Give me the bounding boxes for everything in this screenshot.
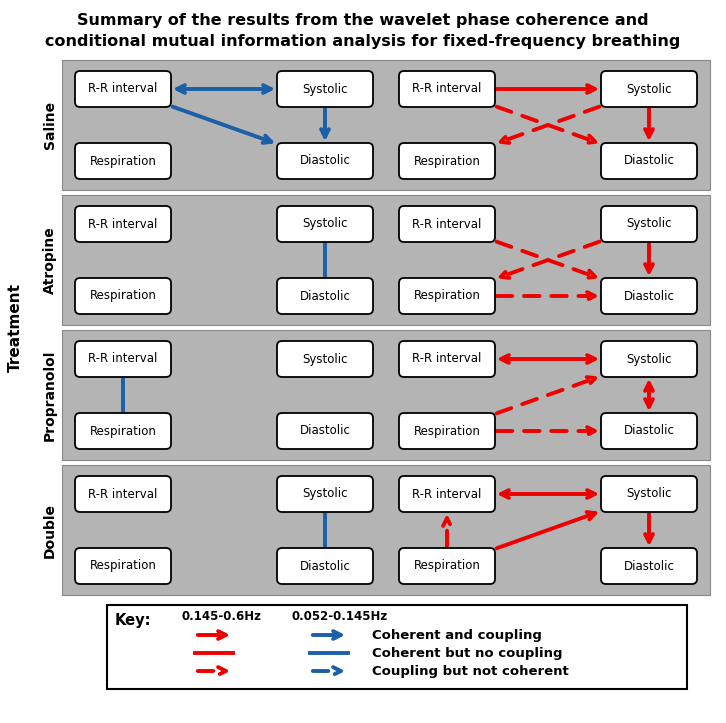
FancyBboxPatch shape — [62, 465, 710, 595]
FancyBboxPatch shape — [601, 278, 697, 314]
Text: R-R interval: R-R interval — [89, 353, 158, 366]
FancyBboxPatch shape — [62, 195, 710, 325]
FancyBboxPatch shape — [399, 341, 495, 377]
FancyBboxPatch shape — [399, 548, 495, 584]
Text: Respiration: Respiration — [89, 155, 156, 168]
Text: Systolic: Systolic — [627, 218, 672, 231]
Text: Systolic: Systolic — [302, 218, 348, 231]
FancyBboxPatch shape — [399, 278, 495, 314]
FancyBboxPatch shape — [601, 206, 697, 242]
Text: Systolic: Systolic — [627, 353, 672, 366]
FancyBboxPatch shape — [75, 278, 171, 314]
Text: Respiration: Respiration — [89, 424, 156, 437]
Text: Key:: Key: — [115, 613, 152, 628]
FancyBboxPatch shape — [601, 476, 697, 512]
Text: R-R interval: R-R interval — [412, 218, 481, 231]
Text: Diastolic: Diastolic — [624, 560, 674, 573]
FancyBboxPatch shape — [399, 71, 495, 107]
FancyBboxPatch shape — [75, 341, 171, 377]
Text: R-R interval: R-R interval — [412, 82, 481, 95]
Text: Systolic: Systolic — [627, 82, 672, 95]
FancyBboxPatch shape — [399, 476, 495, 512]
Text: Respiration: Respiration — [89, 289, 156, 302]
FancyBboxPatch shape — [62, 60, 710, 190]
FancyBboxPatch shape — [75, 71, 171, 107]
FancyBboxPatch shape — [75, 548, 171, 584]
Text: R-R interval: R-R interval — [412, 487, 481, 500]
FancyBboxPatch shape — [277, 71, 373, 107]
FancyBboxPatch shape — [277, 413, 373, 449]
Text: Systolic: Systolic — [302, 353, 348, 366]
FancyBboxPatch shape — [277, 206, 373, 242]
FancyBboxPatch shape — [75, 206, 171, 242]
Text: Double: Double — [43, 502, 57, 557]
Text: Systolic: Systolic — [302, 487, 348, 500]
Text: Respiration: Respiration — [414, 289, 481, 302]
FancyBboxPatch shape — [277, 548, 373, 584]
Text: R-R interval: R-R interval — [89, 487, 158, 500]
FancyBboxPatch shape — [277, 143, 373, 179]
Text: Summary of the results from the wavelet phase coherence and: Summary of the results from the wavelet … — [77, 13, 649, 28]
Text: Diastolic: Diastolic — [300, 560, 351, 573]
Text: Respiration: Respiration — [414, 424, 481, 437]
FancyBboxPatch shape — [399, 143, 495, 179]
Text: Systolic: Systolic — [302, 82, 348, 95]
FancyBboxPatch shape — [601, 413, 697, 449]
Text: Respiration: Respiration — [89, 560, 156, 573]
Text: R-R interval: R-R interval — [89, 218, 158, 231]
Text: Diastolic: Diastolic — [300, 424, 351, 437]
Text: Diastolic: Diastolic — [624, 424, 674, 437]
FancyBboxPatch shape — [601, 341, 697, 377]
Text: Respiration: Respiration — [414, 155, 481, 168]
FancyBboxPatch shape — [399, 206, 495, 242]
Text: Respiration: Respiration — [414, 560, 481, 573]
FancyBboxPatch shape — [107, 605, 687, 689]
Text: Coherent but no coupling: Coherent but no coupling — [372, 646, 563, 659]
Text: Diastolic: Diastolic — [300, 289, 351, 302]
Text: Diastolic: Diastolic — [624, 155, 674, 168]
Text: Saline: Saline — [43, 101, 57, 149]
Text: Systolic: Systolic — [627, 487, 672, 500]
FancyBboxPatch shape — [75, 413, 171, 449]
Text: Propranolol: Propranolol — [43, 349, 57, 441]
FancyBboxPatch shape — [399, 413, 495, 449]
Text: R-R interval: R-R interval — [412, 353, 481, 366]
FancyBboxPatch shape — [601, 548, 697, 584]
FancyBboxPatch shape — [75, 143, 171, 179]
Text: 0.052-0.145Hz: 0.052-0.145Hz — [292, 610, 388, 623]
FancyBboxPatch shape — [601, 143, 697, 179]
Text: Treatment: Treatment — [7, 283, 23, 372]
Text: R-R interval: R-R interval — [89, 82, 158, 95]
FancyBboxPatch shape — [277, 476, 373, 512]
Text: conditional mutual information analysis for fixed-frequency breathing: conditional mutual information analysis … — [45, 34, 681, 49]
Text: Diastolic: Diastolic — [300, 155, 351, 168]
FancyBboxPatch shape — [277, 341, 373, 377]
Text: Atropine: Atropine — [43, 226, 57, 294]
Text: Coherent and coupling: Coherent and coupling — [372, 628, 542, 641]
Text: Coupling but not coherent: Coupling but not coherent — [372, 664, 568, 677]
Text: 0.145-0.6Hz: 0.145-0.6Hz — [182, 610, 262, 623]
Text: Diastolic: Diastolic — [624, 289, 674, 302]
FancyBboxPatch shape — [601, 71, 697, 107]
FancyBboxPatch shape — [62, 330, 710, 460]
FancyBboxPatch shape — [75, 476, 171, 512]
FancyBboxPatch shape — [277, 278, 373, 314]
